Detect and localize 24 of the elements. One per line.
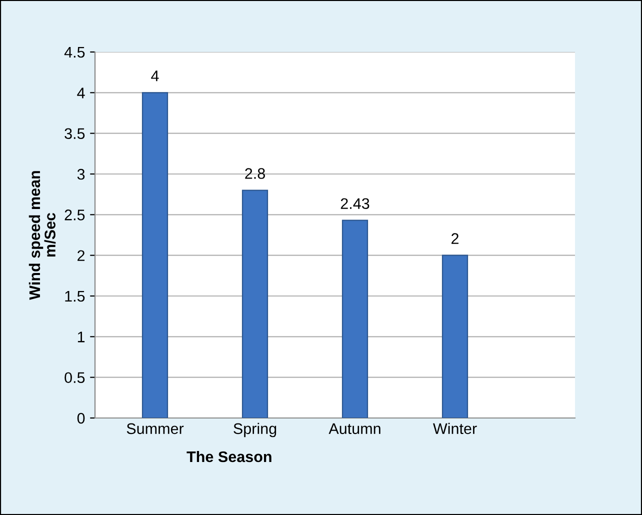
y-tick-label: 4.5 xyxy=(64,47,85,58)
y-tick-label: 0 xyxy=(77,412,85,424)
bar xyxy=(442,254,468,418)
x-tick-label: Winter xyxy=(433,422,477,434)
x-tick-label: Summer xyxy=(126,423,184,434)
bar xyxy=(142,92,168,418)
data-label: 4 xyxy=(151,70,159,82)
y-tick-label: 2 xyxy=(78,250,85,261)
bar xyxy=(342,220,368,418)
x-axis-title: The Season xyxy=(186,450,272,462)
data-label: 2 xyxy=(452,233,458,244)
y-tick-label: 0.5 xyxy=(64,372,85,384)
y-tick-label: 3.5 xyxy=(64,128,85,140)
x-tick-label: Spring xyxy=(234,422,276,438)
bar xyxy=(242,190,268,418)
data-label: 2.43 xyxy=(340,198,370,210)
y-tick-label: 1.5 xyxy=(65,291,85,302)
x-tick-label: Autumn xyxy=(328,423,380,434)
y-tick-label: 3 xyxy=(77,168,85,180)
data-label: 2.8 xyxy=(245,168,265,179)
y-axis-title: Wind speed mean m/Sec xyxy=(28,171,56,300)
y-tick-label: 2.5 xyxy=(64,210,85,220)
y-tick-label: 4 xyxy=(77,88,85,98)
y-tick-label: 1 xyxy=(78,332,85,342)
